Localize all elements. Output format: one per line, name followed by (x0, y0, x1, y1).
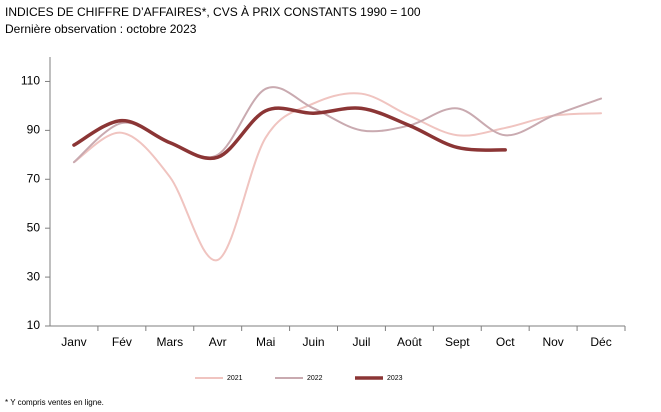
y-tick-label: 90 (27, 123, 41, 137)
x-tick-label: Avr (209, 335, 227, 349)
y-tick-label: 10 (27, 318, 41, 332)
y-tick-label: 50 (27, 220, 41, 234)
x-tick-label: Oct (496, 335, 515, 349)
x-tick-label: Août (397, 335, 422, 349)
chart-subtitle: Dernière observation : octobre 2023 (5, 22, 197, 36)
y-tick-label: 70 (27, 171, 41, 185)
legend-label: 2021 (227, 375, 243, 382)
x-tick-label: Fév (112, 335, 132, 349)
x-tick-label: Nov (542, 335, 563, 349)
footnote: * Y compris ventes en ligne. (5, 398, 104, 407)
series-line (72, 92, 603, 261)
x-tick-label: Mars (156, 335, 183, 349)
legend-label: 2023 (387, 375, 403, 382)
y-tick-label: 110 (21, 74, 40, 88)
x-tick-label: Juil (352, 335, 370, 349)
x-tick-label: Janv (61, 335, 86, 349)
series-line (72, 106, 507, 161)
legend-label: 2022 (307, 375, 323, 382)
x-tick-label: Mai (256, 335, 275, 349)
chart-title: INDICES DE CHIFFRE D’AFFAIRES*, CVS À PR… (5, 4, 421, 19)
x-tick-label: Sept (445, 335, 470, 349)
x-tick-label: Juin (303, 335, 325, 349)
x-tick-label: Déc (590, 335, 611, 349)
y-tick-label: 30 (27, 269, 41, 283)
